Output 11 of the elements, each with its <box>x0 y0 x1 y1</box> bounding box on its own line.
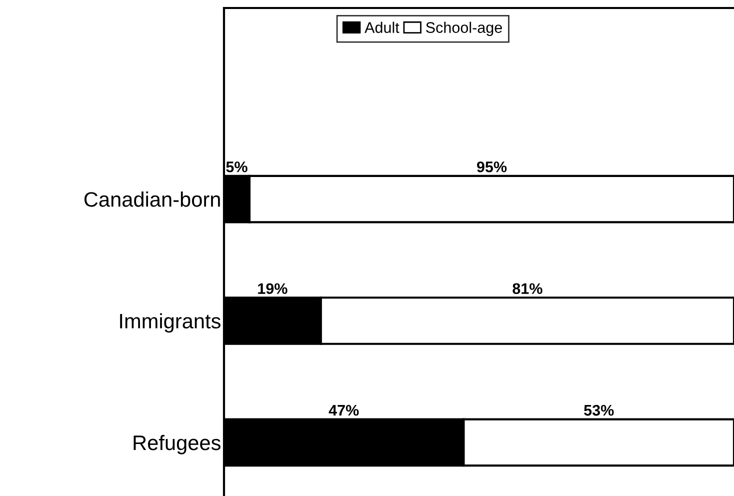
legend-label: School-age <box>426 22 502 36</box>
data-label: 5% <box>226 162 248 172</box>
data-label: 53% <box>584 404 614 416</box>
y-tick-label: Refugees <box>134 434 220 454</box>
data-label: 81% <box>512 283 542 294</box>
legend-label: Adult <box>364 22 400 33</box>
y-tick-label: Canadian-born <box>84 192 220 207</box>
data-label: 95% <box>476 161 507 172</box>
y-tick-label: Immigrants <box>120 313 220 333</box>
data-label: 19% <box>258 283 288 294</box>
data-label: 47% <box>328 404 359 416</box>
